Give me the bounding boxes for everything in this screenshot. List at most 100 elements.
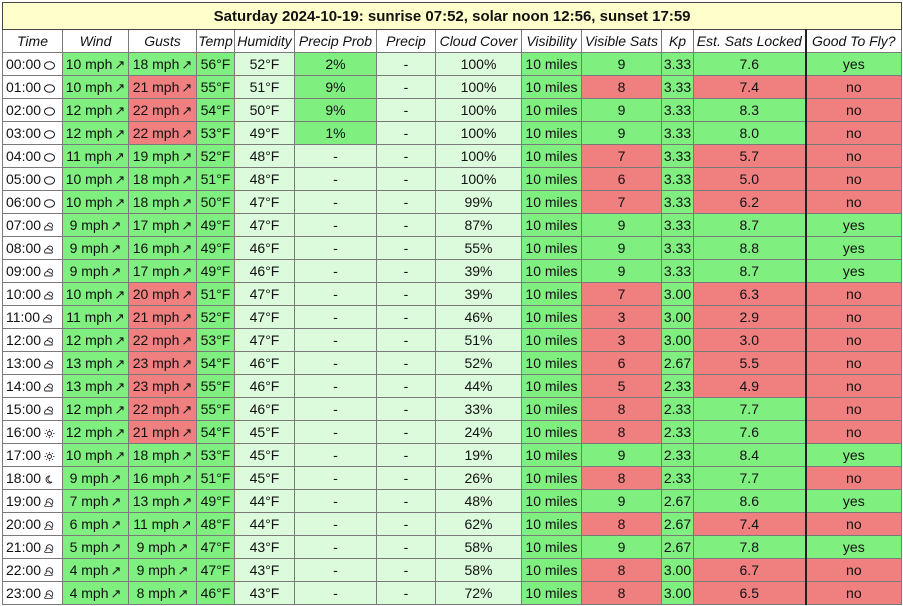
gusts-cell: 23 mph ↗ bbox=[128, 351, 197, 375]
humidity-cell-text: 51°F bbox=[249, 79, 280, 95]
visible-sats-cell-text: 9 bbox=[617, 240, 626, 256]
good-to-fly-cell-text: yes bbox=[842, 493, 865, 509]
precip-cell: - bbox=[376, 236, 436, 260]
precip-cell-text: - bbox=[403, 56, 409, 72]
sats-locked-cell: 6.5 bbox=[693, 581, 806, 605]
precip-prob-cell: - bbox=[294, 397, 377, 421]
table-row: 20:00 6 mph ↗ 11 mph ↗ 48°F 44°F - -62% 10 miles 8… bbox=[2, 512, 903, 536]
wind-cell: 11 mph ↗ bbox=[62, 305, 129, 329]
sats-locked-cell: 7.6 bbox=[693, 52, 806, 76]
temp-cell: 54°F bbox=[196, 98, 235, 122]
temp-cell: 51°F bbox=[196, 282, 235, 306]
cloud-cover-cell-text: 44% bbox=[464, 378, 493, 394]
precip-prob-cell-text: - bbox=[333, 217, 338, 233]
time-cell-text: 17:00 bbox=[6, 447, 42, 463]
temp-cell-text: 47°F bbox=[200, 539, 231, 555]
wind-cell: 9 mph ↗ bbox=[62, 236, 129, 260]
wind-cell: 13 mph ↗ bbox=[62, 351, 129, 375]
cloud-cover-cell-text: 24% bbox=[464, 424, 493, 440]
sats-locked-cell-text: 5.0 bbox=[739, 171, 759, 187]
sats-locked-cell: 8.7 bbox=[693, 213, 806, 237]
gusts-cell-text: 11 mph bbox=[133, 515, 179, 532]
precip-cell-text: - bbox=[403, 240, 409, 256]
visible-sats-cell: 3 bbox=[581, 305, 662, 329]
precip-prob-cell: - bbox=[294, 167, 377, 191]
visibility-cell-text: 10 miles bbox=[525, 447, 578, 463]
time-cell: 17:00 bbox=[2, 443, 63, 467]
gusts-cell-text: 9 mph bbox=[136, 538, 176, 555]
visibility-cell-text: 10 miles bbox=[525, 148, 578, 164]
temp-cell: 55°F bbox=[196, 374, 235, 398]
precip-cell: - bbox=[376, 581, 436, 605]
time-cell: 19:00 bbox=[2, 489, 63, 513]
temp-cell: 49°F bbox=[196, 259, 235, 283]
precip-cell-text: - bbox=[403, 585, 409, 601]
good-to-fly-cell-text: yes bbox=[842, 263, 865, 279]
visible-sats-cell-text: 9 bbox=[617, 102, 626, 118]
temp-cell-text: 48°F bbox=[200, 516, 231, 532]
humidity-cell: 43°F bbox=[234, 535, 295, 559]
sun-cloud-icon bbox=[41, 401, 55, 417]
temp-cell: 55°F bbox=[196, 75, 235, 99]
wind-direction-icon: ↗ bbox=[181, 194, 193, 210]
precip-cell: - bbox=[376, 535, 436, 559]
precip-cell-text: - bbox=[403, 171, 409, 187]
wind-direction-icon: ↗ bbox=[177, 539, 189, 555]
precip-cell-text: - bbox=[403, 378, 409, 394]
visibility-cell-text: 10 miles bbox=[525, 56, 578, 72]
cloud-cover-cell: 100% bbox=[435, 144, 522, 168]
cloud-cover-cell-text: 33% bbox=[464, 401, 493, 417]
visible-sats-cell-text: 9 bbox=[617, 263, 626, 279]
precip-cell-text: - bbox=[403, 516, 409, 532]
time-cell-text: 20:00 bbox=[6, 516, 42, 532]
sats-locked-cell: 8.8 bbox=[693, 236, 806, 260]
gusts-cell: 11 mph ↗ bbox=[128, 512, 197, 536]
gusts-cell-text: 16 mph bbox=[132, 239, 180, 256]
col-header: Kp bbox=[661, 29, 694, 53]
cloud-cover-cell: 52% bbox=[435, 351, 522, 375]
sats-locked-cell: 6.3 bbox=[693, 282, 806, 306]
table-row: 07:00 9 mph ↗ 17 mph ↗ 49°F 47°F - -87% 10 miles 9… bbox=[2, 213, 903, 237]
wind-cell: 11 mph ↗ bbox=[62, 144, 129, 168]
cloud-cover-cell: 24% bbox=[435, 420, 522, 444]
humidity-cell: 44°F bbox=[234, 512, 295, 536]
visibility-cell: 10 miles bbox=[521, 52, 582, 76]
kp-cell-text: 3.33 bbox=[663, 263, 692, 279]
precip-prob-cell: - bbox=[294, 581, 377, 605]
visible-sats-cell-text: 8 bbox=[617, 562, 626, 578]
visible-sats-cell: 8 bbox=[581, 466, 662, 490]
sun-cloud-icon bbox=[41, 378, 55, 394]
gusts-cell: 16 mph ↗ bbox=[128, 466, 197, 490]
sats-locked-cell: 6.7 bbox=[693, 558, 806, 582]
sats-locked-cell: 8.0 bbox=[693, 121, 806, 145]
sats-locked-cell: 8.4 bbox=[693, 443, 806, 467]
wind-direction-icon: ↗ bbox=[181, 355, 193, 371]
sun-cloud-icon bbox=[41, 240, 55, 256]
humidity-cell: 52°F bbox=[234, 52, 295, 76]
sats-locked-cell: 6.2 bbox=[693, 190, 806, 214]
kp-cell-text: 3.33 bbox=[663, 56, 692, 72]
visibility-cell: 10 miles bbox=[521, 535, 582, 559]
kp-cell: 2.67 bbox=[661, 512, 694, 536]
sats-locked-cell: 5.5 bbox=[693, 351, 806, 375]
sun-icon bbox=[41, 447, 55, 463]
wind-direction-icon: ↗ bbox=[181, 263, 193, 279]
good-to-fly-cell-text: no bbox=[846, 79, 862, 95]
visibility-cell-text: 10 miles bbox=[525, 263, 578, 279]
precip-prob-cell-text: 1% bbox=[325, 125, 346, 141]
visible-sats-cell-text: 8 bbox=[617, 401, 626, 417]
time-cell-text: 08:00 bbox=[6, 240, 42, 256]
precip-prob-cell-text: - bbox=[333, 148, 338, 164]
good-to-fly-cell: no bbox=[804, 282, 903, 306]
visibility-cell-text: 10 miles bbox=[525, 424, 578, 440]
visible-sats-cell: 9 bbox=[581, 98, 662, 122]
precip-cell: - bbox=[376, 213, 436, 237]
precip-prob-cell: 2% bbox=[294, 52, 377, 76]
visibility-cell-text: 10 miles bbox=[525, 125, 578, 141]
gusts-cell: 9 mph ↗ bbox=[128, 535, 197, 559]
visibility-cell: 10 miles bbox=[521, 98, 582, 122]
visible-sats-cell: 9 bbox=[581, 213, 662, 237]
humidity-cell-text: 45°F bbox=[249, 470, 280, 486]
gusts-cell: 17 mph ↗ bbox=[128, 213, 197, 237]
kp-cell-text: 3.33 bbox=[663, 240, 692, 256]
